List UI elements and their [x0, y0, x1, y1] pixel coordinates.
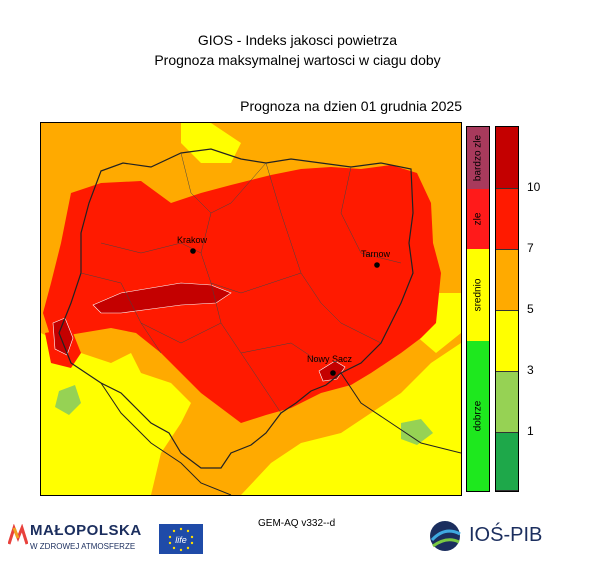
- class-7-10: [496, 189, 518, 250]
- legend-tick-10: 10: [527, 180, 541, 194]
- eu-stars-icon: life: [168, 527, 194, 552]
- zone-index-3-west: [41, 333, 191, 495]
- category-legend: bardzo zle zle srednio dobrze: [466, 126, 490, 492]
- legend-tick-7: 7: [527, 241, 534, 255]
- forecast-date: Prognoza na dzien 01 grudnia 2025: [240, 98, 462, 114]
- map-canvas: [41, 123, 461, 495]
- zone-index-1-east: [401, 419, 433, 445]
- class-0-1: [496, 433, 518, 491]
- state-border: [100, 382, 232, 495]
- zone-index-7: [43, 165, 441, 423]
- zone-index-3-east: [241, 343, 461, 495]
- class-10-plus: [496, 127, 518, 189]
- nowy-sacz-marker: [330, 370, 336, 376]
- legend-tick-1: 1: [527, 424, 534, 438]
- class-3-5: [496, 311, 518, 372]
- category-bad: zle: [467, 189, 489, 249]
- ios-pib-logo-text: IOŚ-PIB: [469, 524, 543, 546]
- zone-index-10-krakow-west: [92, 282, 232, 314]
- malopolska-mountain-icon: [8, 524, 28, 545]
- map-subtitle: Prognoza maksymalnej wartosci w ciagu do…: [154, 52, 441, 68]
- category-label-bad: zle: [472, 212, 484, 226]
- county-borders: [80, 152, 402, 414]
- map-title: GIOS - Indeks jakosci powietrza: [197, 32, 398, 48]
- zone-index-10-far-west: [52, 317, 74, 356]
- voivodeship-border: [58, 148, 414, 469]
- class-1-3: [496, 372, 518, 433]
- ios-pib-logo: IOŚ-PIB: [427, 518, 542, 559]
- eu-life-text: life: [175, 535, 187, 545]
- city-label-krakow: Krakow: [177, 235, 208, 245]
- eu-life-logo: life: [159, 524, 203, 554]
- zone-index-1-west: [55, 385, 81, 415]
- category-label-good: dobrze: [472, 400, 484, 432]
- krakow-marker: [190, 248, 196, 254]
- city-label-tarnow: Tarnow: [361, 249, 391, 259]
- category-moderate: srednio: [467, 249, 489, 341]
- legend-tick-3: 3: [527, 363, 534, 377]
- value-legend: [495, 126, 519, 492]
- malopolska-logo-title: MAŁOPOLSKA: [30, 522, 142, 539]
- category-label-moderate: srednio: [472, 278, 484, 312]
- malopolska-logo-subtitle: W ZDROWEJ ATMOSFERZE: [30, 542, 136, 551]
- class-5-7: [496, 250, 518, 311]
- category-label-very-bad: bardzo zle: [472, 134, 484, 182]
- legend-tick-5: 5: [527, 302, 534, 316]
- category-good: dobrze: [467, 341, 489, 491]
- city-label-nowy-sacz: Nowy Sacz: [307, 354, 353, 364]
- zone-index-3-north: [181, 123, 241, 163]
- tarnow-marker: [374, 262, 380, 268]
- air-quality-map: Krakow Tarnow Nowy Sacz: [40, 122, 462, 496]
- model-version: GEM-AQ v332--d: [258, 518, 336, 529]
- ios-pib-globe-icon: [430, 521, 461, 551]
- category-very-bad: bardzo zle: [467, 127, 489, 189]
- state-border-east: [340, 372, 461, 454]
